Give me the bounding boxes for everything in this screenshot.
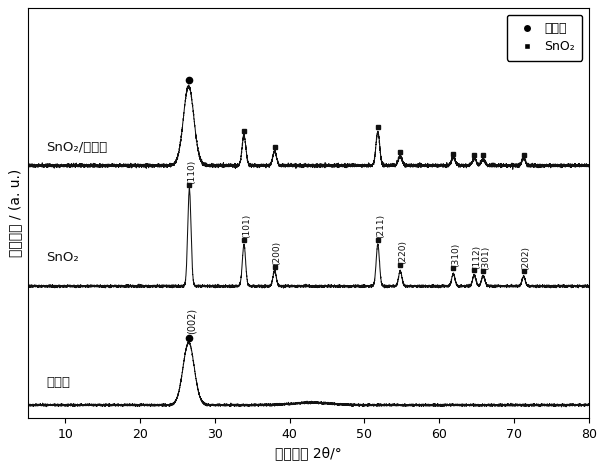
Text: SnO₂/石墨烯: SnO₂/石墨烯 — [47, 141, 108, 154]
X-axis label: 衍射角度 2θ/°: 衍射角度 2θ/° — [275, 446, 342, 461]
Legend: 石墨烯, SnO₂: 石墨烯, SnO₂ — [506, 15, 583, 61]
Text: (002): (002) — [186, 308, 196, 334]
Text: (301): (301) — [482, 245, 491, 270]
Text: (211): (211) — [376, 214, 385, 238]
Text: (112): (112) — [473, 244, 482, 269]
Text: SnO₂: SnO₂ — [47, 251, 79, 264]
Text: (202): (202) — [522, 246, 531, 270]
Text: (200): (200) — [273, 241, 282, 265]
Text: 石墨烯: 石墨烯 — [47, 376, 71, 389]
Y-axis label: 衍射强度 / (a. u.): 衍射强度 / (a. u.) — [8, 169, 22, 257]
Text: (110): (110) — [188, 159, 197, 184]
Text: (101): (101) — [242, 214, 251, 238]
Text: (220): (220) — [398, 240, 407, 264]
Text: (310): (310) — [451, 242, 460, 267]
